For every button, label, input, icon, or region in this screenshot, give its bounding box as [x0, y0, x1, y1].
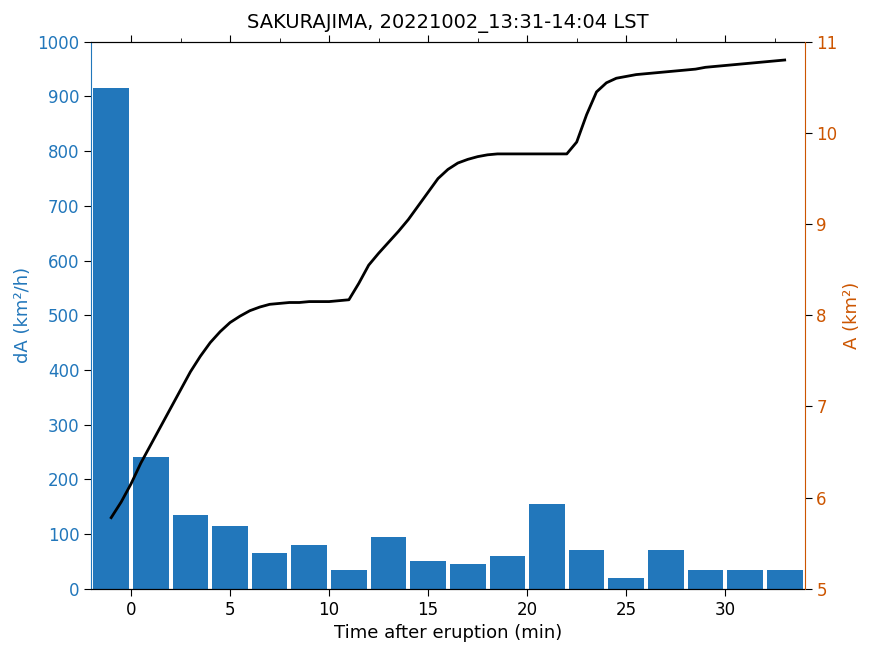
Bar — [172, 515, 208, 588]
Bar — [766, 569, 802, 588]
Bar — [648, 550, 683, 588]
Bar — [291, 545, 327, 588]
Y-axis label: dA (km²/h): dA (km²/h) — [14, 267, 31, 363]
Bar — [727, 569, 763, 588]
X-axis label: Time after eruption (min): Time after eruption (min) — [334, 624, 562, 642]
Y-axis label: A (km²): A (km²) — [844, 281, 861, 349]
Bar — [331, 569, 367, 588]
Bar — [410, 562, 446, 588]
Bar — [133, 457, 169, 588]
Bar — [450, 564, 486, 588]
Bar — [94, 89, 129, 588]
Bar — [252, 553, 288, 588]
Bar — [489, 556, 525, 588]
Bar — [688, 569, 724, 588]
Bar — [608, 578, 644, 588]
Bar — [569, 550, 605, 588]
Bar — [371, 537, 406, 588]
Bar — [213, 526, 248, 588]
Bar — [529, 504, 564, 588]
Title: SAKURAJIMA, 20221002_13:31-14:04 LST: SAKURAJIMA, 20221002_13:31-14:04 LST — [247, 14, 648, 33]
